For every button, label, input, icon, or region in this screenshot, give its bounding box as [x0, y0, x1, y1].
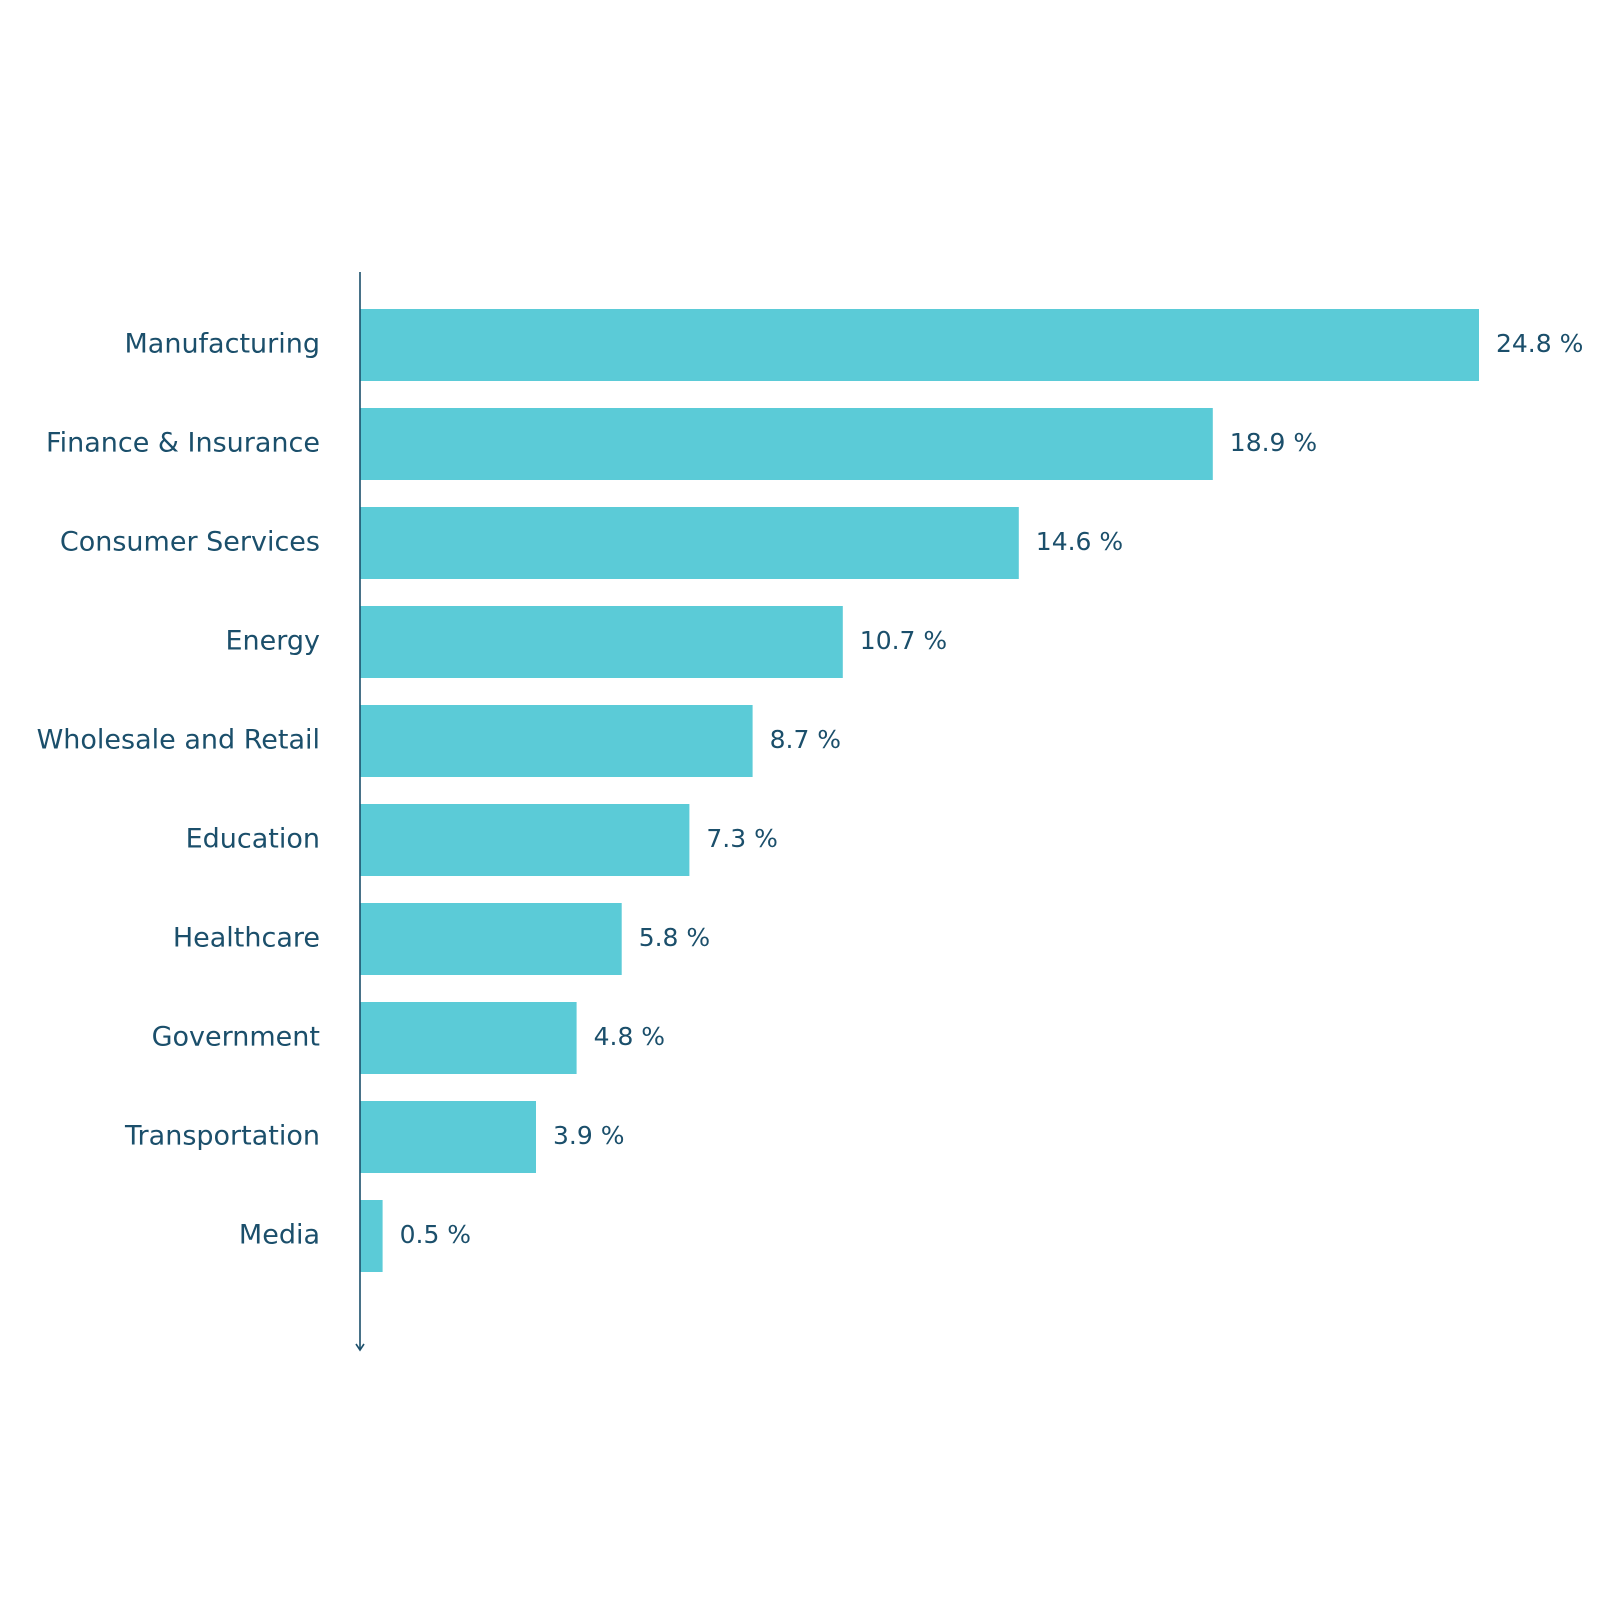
- value-label: 4.8 %: [594, 1022, 665, 1051]
- value-label: 3.9 %: [553, 1121, 624, 1150]
- category-label: Education: [186, 824, 320, 855]
- category-label: Transportation: [124, 1121, 320, 1152]
- category-label: Manufacturing: [124, 329, 320, 360]
- value-label: 8.7 %: [770, 725, 841, 754]
- category-label: Healthcare: [173, 923, 320, 954]
- category-label: Energy: [225, 626, 320, 657]
- value-label: 5.8 %: [639, 923, 710, 952]
- value-label: 0.5 %: [400, 1220, 471, 1249]
- axis-layer: [355, 272, 365, 1352]
- bar-8: [360, 1101, 536, 1173]
- bar-3: [360, 606, 843, 678]
- category-label: Finance & Insurance: [46, 428, 320, 459]
- bar-6: [360, 903, 622, 975]
- bar-2: [360, 507, 1019, 579]
- value-labels-layer: 24.8 % 18.9 % 14.6 % 10.7 % 8.7 % 7.3 % 5.8 % 4…: [400, 329, 1584, 1249]
- axis-arrow-down-icon: [355, 1343, 365, 1352]
- value-label: 7.3 %: [706, 824, 777, 853]
- bar-0: [360, 309, 1479, 381]
- value-label: 10.7 %: [860, 626, 947, 655]
- bar-4: [360, 705, 753, 777]
- category-label: Media: [239, 1220, 320, 1251]
- bar-5: [360, 804, 690, 876]
- category-labels-layer: Manufacturing Finance & Insurance Consumer…: [37, 329, 320, 1251]
- bars-layer: [360, 309, 1479, 1272]
- category-label: Wholesale and Retail: [37, 725, 320, 756]
- bar-7: [360, 1002, 577, 1074]
- bar-9: [360, 1200, 383, 1272]
- category-label: Government: [152, 1022, 320, 1053]
- category-label: Consumer Services: [60, 527, 320, 558]
- value-label: 24.8 %: [1496, 329, 1583, 358]
- value-label: 18.9 %: [1230, 428, 1317, 457]
- bar-1: [360, 408, 1213, 480]
- value-label: 14.6 %: [1036, 527, 1123, 556]
